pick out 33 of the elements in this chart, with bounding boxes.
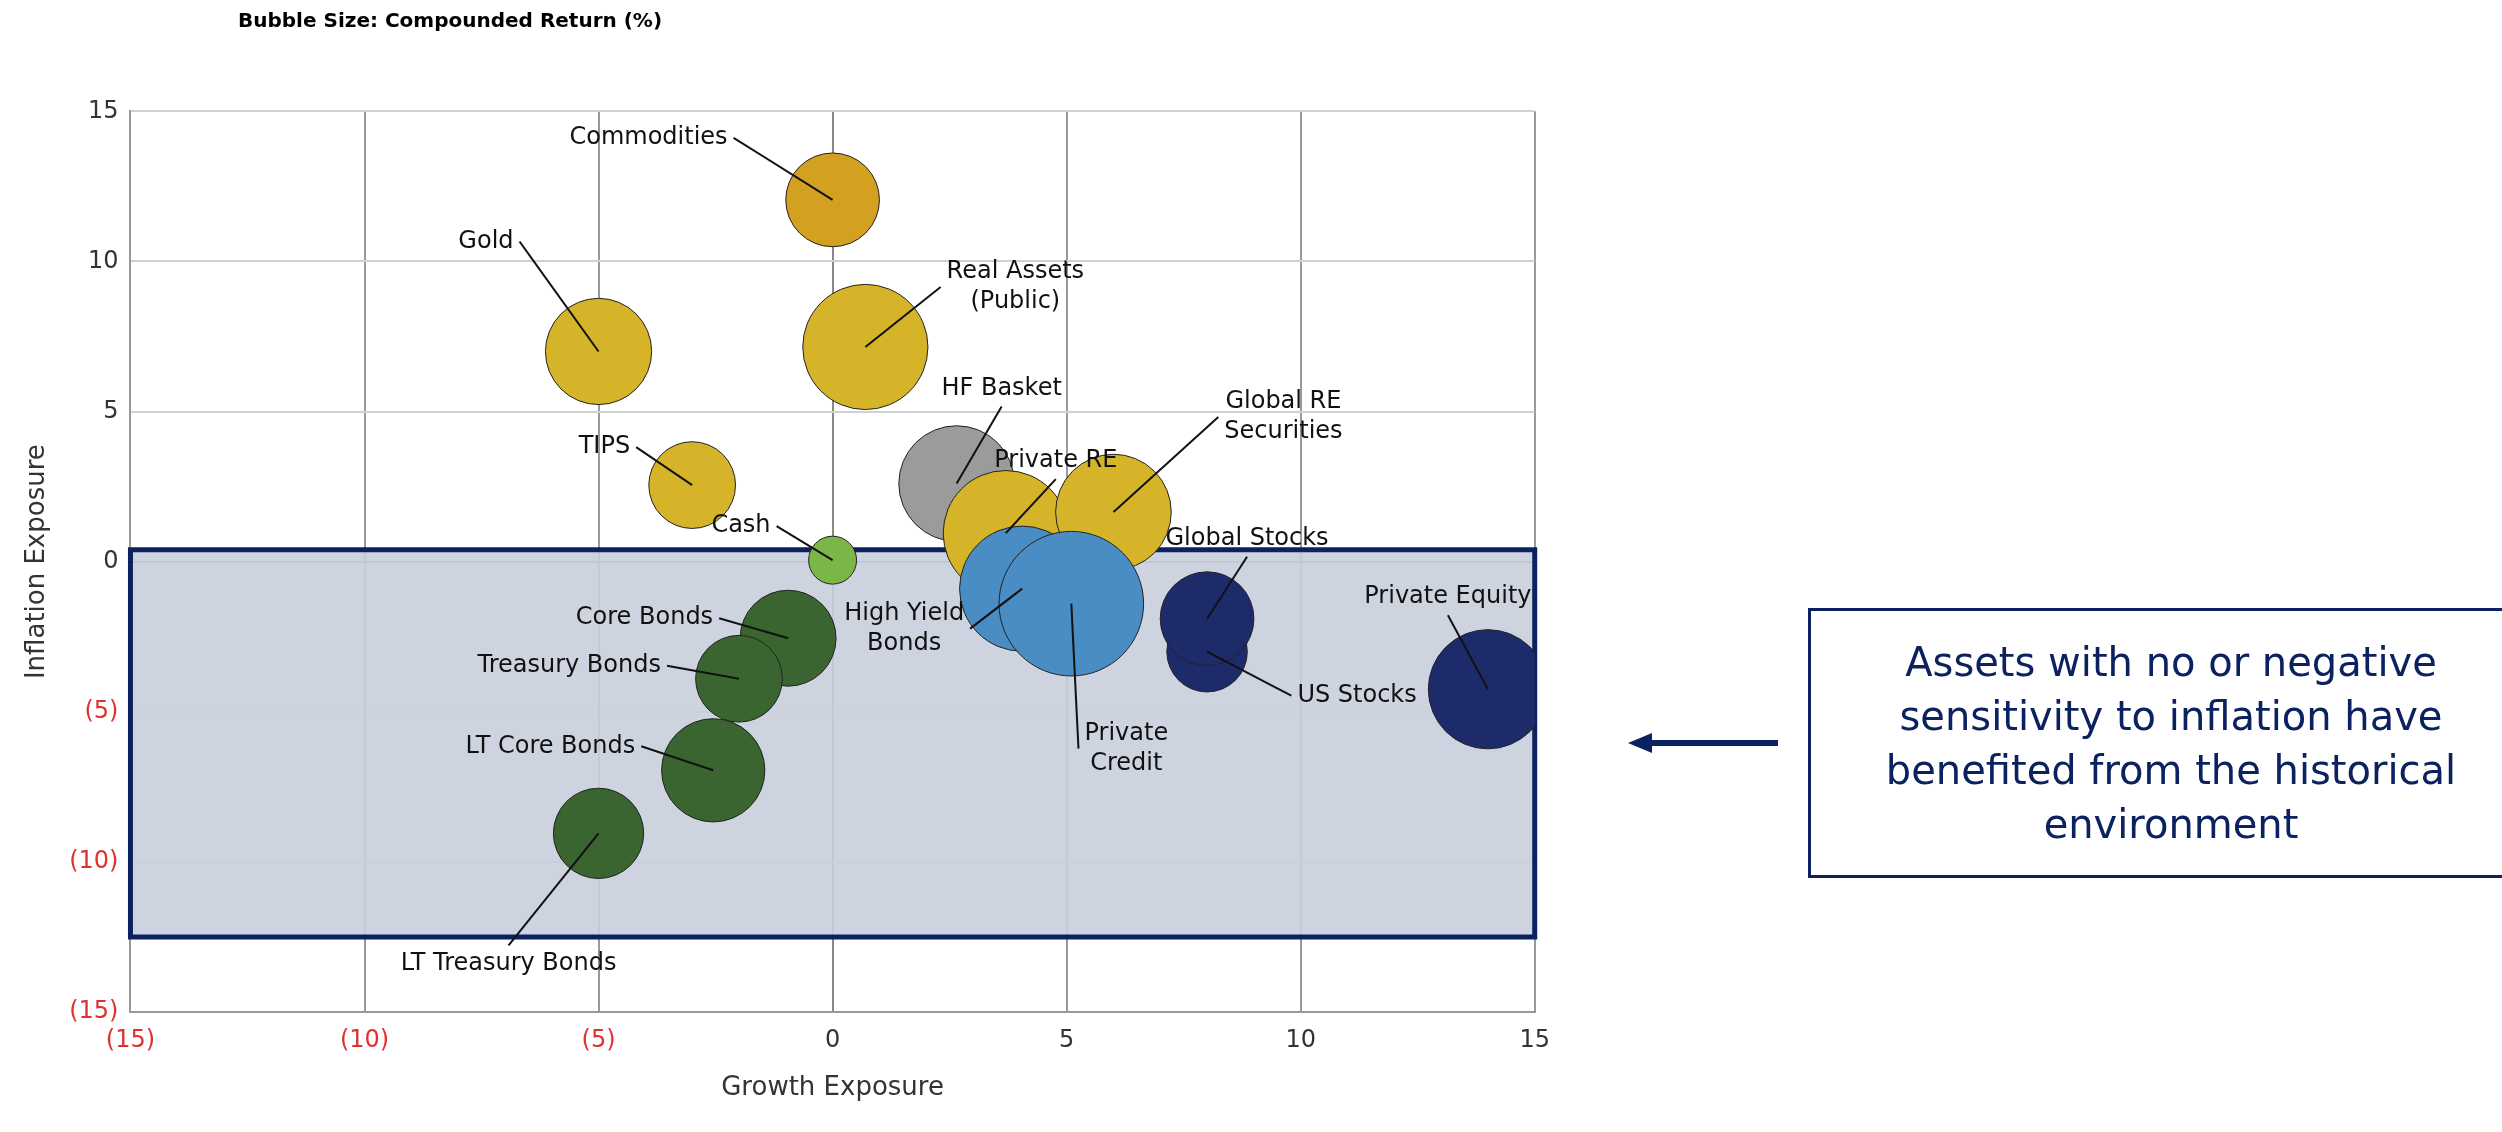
- series-label: TIPS: [577, 431, 631, 460]
- x-tick-label: (10): [339, 1024, 390, 1053]
- series-label: Private Credit: [1084, 717, 1169, 776]
- x-tick-label: 10: [1285, 1024, 1316, 1053]
- series-label: Private Equity: [1364, 581, 1532, 610]
- text: Commodities: [569, 122, 728, 151]
- y-tick-label: 10: [87, 245, 119, 274]
- y-tick-label: (10): [69, 846, 119, 875]
- series-label: Treasury Bonds: [476, 649, 661, 678]
- x-axis-title: Growth Exposure: [721, 1071, 944, 1102]
- x-tick-label: 0: [824, 1024, 841, 1053]
- series-label: Cash: [711, 510, 771, 539]
- y-tick-label: 0: [103, 545, 119, 574]
- series-label: High Yield Bonds: [844, 597, 965, 656]
- y-axis-title: Inflation Exposure: [20, 444, 51, 680]
- chart-title: Bubble Size: Compounded Return (%): [238, 8, 664, 34]
- series-label: Global Stocks: [1165, 522, 1329, 551]
- x-tick-label: 15: [1519, 1024, 1550, 1053]
- text: Assets with no or negative sensitivity to inflation have benefited from the historical environment: [1808, 608, 2502, 878]
- series-label: Real Assets (Public): [946, 256, 1085, 315]
- text: Gold: [458, 225, 514, 254]
- y-tick-label: 15: [87, 95, 119, 124]
- y-tick-label: 5: [103, 395, 119, 424]
- y-tick-label: (15): [69, 996, 119, 1025]
- text: LT Treasury Bonds: [400, 947, 617, 976]
- y-tick-label: (5): [84, 695, 119, 724]
- series-label: LT Core Bonds: [465, 730, 636, 759]
- text: Global RE Securities: [1224, 386, 1343, 445]
- text: US Stocks: [1297, 679, 1417, 708]
- x-tick-label: (5): [581, 1024, 616, 1053]
- x-tick-label: 5: [1058, 1024, 1075, 1053]
- series-label: HF Basket: [941, 372, 1062, 401]
- series-label: Core Bonds: [575, 602, 714, 631]
